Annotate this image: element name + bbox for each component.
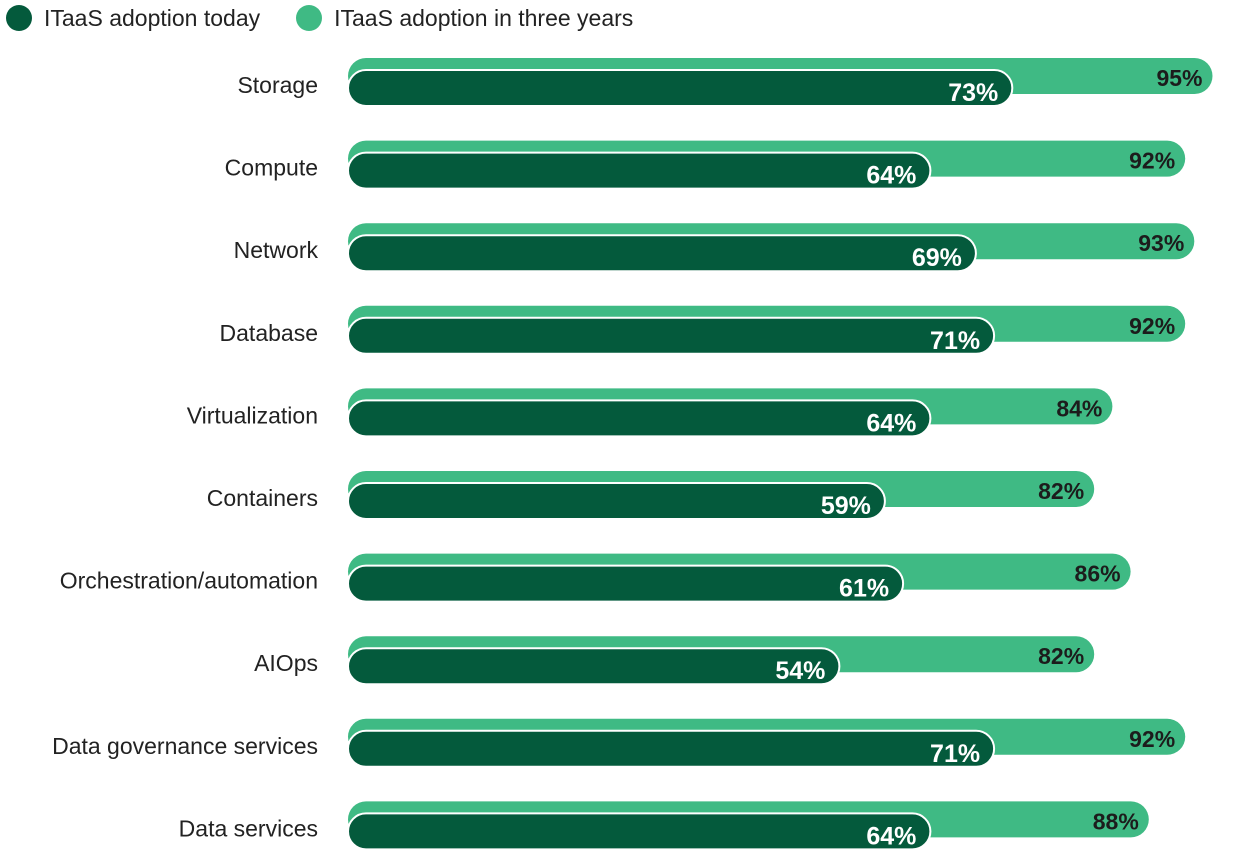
data-label-today: 71% — [930, 740, 980, 768]
legend-label-today: ITaaS adoption today — [44, 4, 261, 31]
category-label: Containers — [207, 485, 318, 511]
bar-today — [347, 812, 932, 851]
bar-group-data-services: Data services 88% 64% — [179, 801, 1149, 851]
data-label-today: 59% — [821, 492, 871, 520]
category-label: Storage — [237, 72, 318, 98]
category-label: Data services — [179, 815, 318, 841]
bar-group-data-governance-services: Data governance services 92% 71% — [52, 718, 1186, 768]
bar-today — [347, 151, 932, 190]
bar-today — [347, 564, 905, 603]
data-label-today: 73% — [948, 79, 998, 107]
data-label-today: 61% — [839, 575, 889, 603]
legend-item-three-years: ITaaS adoption in three years — [296, 5, 633, 32]
category-label: Orchestration/automation — [60, 568, 318, 594]
bar-today — [347, 399, 932, 438]
legend-label-three-years: ITaaS adoption in three years — [334, 4, 634, 31]
data-label-today: 64% — [866, 162, 916, 190]
bar-today — [347, 234, 977, 273]
bar-today — [347, 647, 841, 686]
bar-today — [347, 316, 996, 355]
bar-group-storage: Storage 95% 73% — [237, 58, 1213, 107]
category-label: Database — [220, 320, 318, 346]
data-label-three-years: 92% — [1129, 148, 1175, 174]
category-label: Data governance services — [52, 733, 318, 759]
legend-swatch-three-years — [296, 5, 323, 31]
data-label-three-years: 84% — [1056, 395, 1102, 421]
data-label-today: 71% — [930, 327, 980, 355]
bar-group-containers: Containers 82% 59% — [207, 471, 1095, 520]
legend-swatch-today — [6, 5, 32, 31]
bar-group-aiops: AIOps 82% 54% — [254, 636, 1095, 686]
data-label-three-years: 92% — [1129, 313, 1175, 339]
data-label-three-years: 93% — [1138, 230, 1184, 256]
data-label-today: 54% — [775, 657, 825, 685]
data-label-today: 64% — [866, 409, 916, 437]
data-label-three-years: 82% — [1038, 478, 1084, 504]
bar-today — [347, 69, 1014, 107]
data-label-today: 64% — [866, 822, 916, 850]
bar-today — [347, 482, 886, 520]
legend-item-today: ITaaS adoption today — [6, 5, 260, 32]
category-label: AIOps — [254, 650, 318, 676]
bar-group-network: Network 93% 69% — [234, 223, 1195, 272]
data-label-three-years: 95% — [1156, 65, 1202, 91]
data-label-three-years: 82% — [1038, 643, 1084, 669]
data-label-three-years: 88% — [1093, 808, 1139, 834]
bar-group-orchestration-automation: Orchestration/automation 86% 61% — [60, 553, 1131, 603]
chart-legend: ITaaS adoption today ITaaS adoption in t… — [0, 0, 669, 36]
bar-group-database: Database 92% 71% — [220, 305, 1186, 355]
bar-today — [347, 729, 996, 768]
data-label-three-years: 92% — [1129, 726, 1175, 752]
category-label: Network — [234, 237, 319, 263]
data-label-three-years: 86% — [1075, 561, 1121, 587]
category-label: Compute — [225, 155, 318, 181]
category-label: Virtualization — [187, 402, 318, 428]
data-label-today: 69% — [912, 244, 962, 272]
bar-group-virtualization: Virtualization 84% 64% — [187, 388, 1113, 438]
bar-group-compute: Compute 92% 64% — [225, 140, 1186, 190]
